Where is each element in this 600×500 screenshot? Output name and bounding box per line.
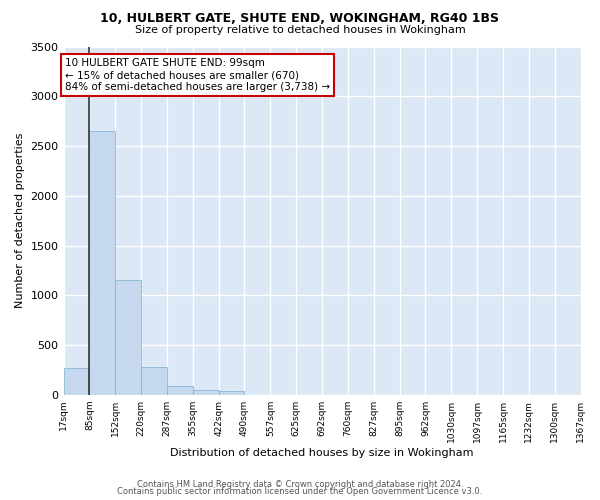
Text: Contains HM Land Registry data © Crown copyright and database right 2024.: Contains HM Land Registry data © Crown c… — [137, 480, 463, 489]
Text: Contains public sector information licensed under the Open Government Licence v3: Contains public sector information licen… — [118, 487, 482, 496]
Bar — [141, 367, 167, 395]
Y-axis label: Number of detached properties: Number of detached properties — [15, 133, 25, 308]
Bar — [115, 280, 141, 395]
Text: Size of property relative to detached houses in Wokingham: Size of property relative to detached ho… — [134, 25, 466, 35]
Bar — [64, 368, 89, 395]
Bar — [89, 131, 115, 395]
Bar — [167, 386, 193, 395]
Text: 10 HULBERT GATE SHUTE END: 99sqm
← 15% of detached houses are smaller (670)
84% : 10 HULBERT GATE SHUTE END: 99sqm ← 15% o… — [65, 58, 330, 92]
Text: 10, HULBERT GATE, SHUTE END, WOKINGHAM, RG40 1BS: 10, HULBERT GATE, SHUTE END, WOKINGHAM, … — [101, 12, 499, 26]
Bar — [218, 392, 244, 395]
Bar — [193, 390, 218, 395]
X-axis label: Distribution of detached houses by size in Wokingham: Distribution of detached houses by size … — [170, 448, 474, 458]
